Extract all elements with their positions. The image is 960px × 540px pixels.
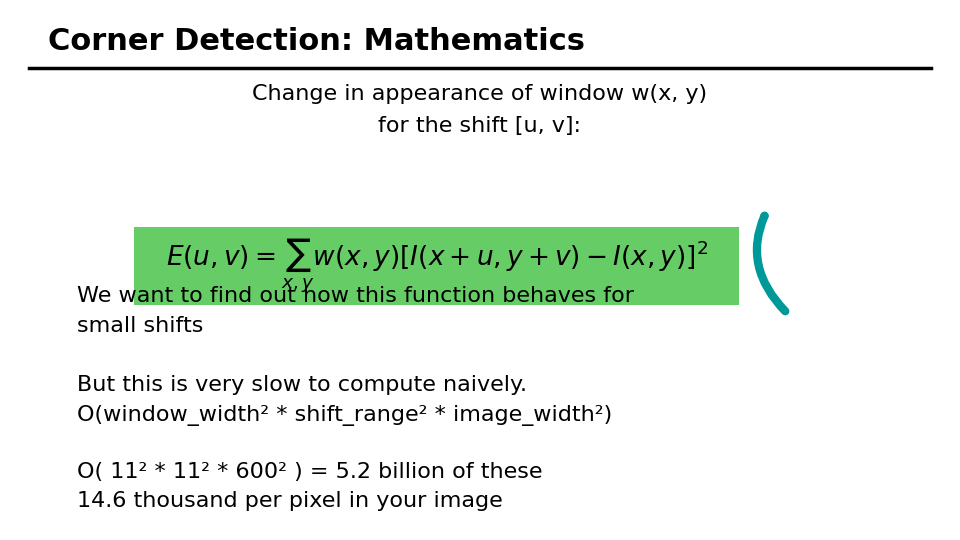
Text: Change in appearance of window w(x, y): Change in appearance of window w(x, y) bbox=[252, 84, 708, 104]
FancyArrowPatch shape bbox=[756, 216, 785, 311]
Text: O(window_width² * shift_range² * image_width²): O(window_width² * shift_range² * image_w… bbox=[77, 405, 612, 426]
Bar bbox=[134, 227, 739, 305]
Text: We want to find out how this function behaves for: We want to find out how this function be… bbox=[77, 286, 634, 306]
Text: small shifts: small shifts bbox=[77, 316, 204, 336]
Text: for the shift [u, v]:: for the shift [u, v]: bbox=[378, 116, 582, 136]
Text: Corner Detection: Mathematics: Corner Detection: Mathematics bbox=[48, 27, 585, 56]
Text: O( 11² * 11² * 600² ) = 5.2 billion of these: O( 11² * 11² * 600² ) = 5.2 billion of t… bbox=[77, 462, 542, 482]
Text: 14.6 thousand per pixel in your image: 14.6 thousand per pixel in your image bbox=[77, 491, 502, 511]
Text: But this is very slow to compute naively.: But this is very slow to compute naively… bbox=[77, 375, 527, 395]
Text: $E(u,v) = \sum_{x,y} w(x,y)\left[I(x+u, y+v) - I(x,y)\right]^2$: $E(u,v) = \sum_{x,y} w(x,y)\left[I(x+u, … bbox=[166, 237, 708, 295]
